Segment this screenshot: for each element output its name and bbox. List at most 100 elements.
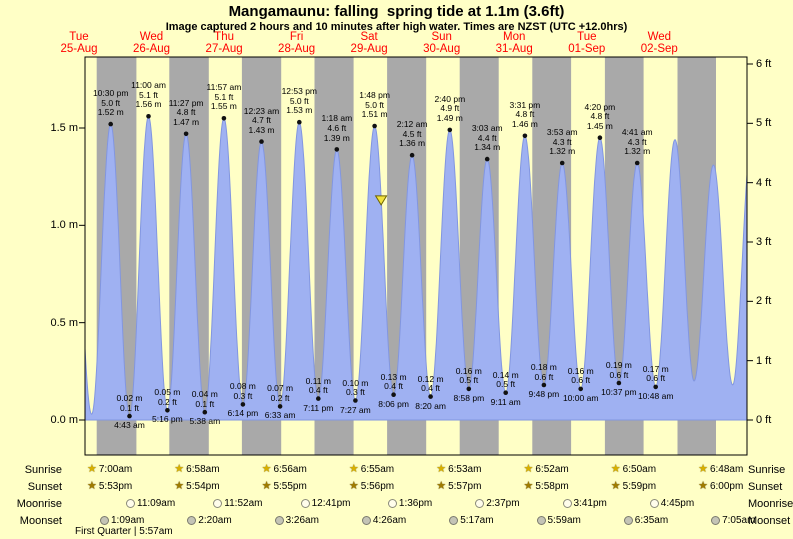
sunrise-row: Sunrise ★ 7:00am ★ 6:58am ★ 6:56am ★ 6:55am ★ 6:5… <box>0 463 793 479</box>
tide-point-dot <box>277 404 283 409</box>
moonset-time: 7:05am <box>722 515 756 526</box>
sunset-time: 5:56pm <box>360 481 395 492</box>
sunrise-star-icon: ★ <box>698 463 708 475</box>
moonrise-row-label-left: Moonrise <box>16 498 62 510</box>
moonrise-time: 3:41pm <box>573 498 607 509</box>
tide-point-dot <box>428 394 433 399</box>
sunrise-star-icon: ★ <box>87 463 97 475</box>
sunset-entry: ★ 5:56pm <box>348 480 395 493</box>
tide-point-dot <box>108 121 113 127</box>
sunrise-row-label-left: Sunrise <box>24 464 62 476</box>
moonrise-moon-icon <box>300 499 310 508</box>
sunset-entry: ★ 5:58pm <box>523 480 569 493</box>
sunrise-entry: ★ 6:56am <box>261 463 307 476</box>
moonset-entry: 6:35am <box>623 515 669 526</box>
tide-point-dot <box>183 131 189 137</box>
moonrise-entry: 4:45pm <box>649 498 694 509</box>
moonset-time: 5:59am <box>547 515 581 526</box>
moonset-entry: 1:09am <box>100 515 144 526</box>
tide-point-dot <box>146 114 151 119</box>
moonrise-time: 11:09am <box>137 498 176 509</box>
sunset-entry: ★ 5:55pm <box>261 480 307 493</box>
sunset-row-label-right: Sunset <box>748 481 783 493</box>
moonset-moon-icon <box>187 516 197 525</box>
moonset-moon-icon <box>449 516 459 525</box>
tide-point-dot <box>484 156 490 162</box>
sunset-time: 5:53pm <box>98 481 133 492</box>
moonset-entry: 2:20am <box>187 515 232 526</box>
sunrise-time: 6:58am <box>186 464 220 475</box>
sunrise-time: 6:55am <box>360 464 395 475</box>
sunset-time: 6:00pm <box>709 481 744 492</box>
sunset-entry: ★ 5:59pm <box>611 481 657 493</box>
sunrise-time: 7:00am <box>98 464 133 475</box>
tide-point-dot <box>240 402 246 407</box>
sunset-entry: ★ 5:53pm <box>87 481 133 493</box>
sunrise-star-icon: ★ <box>174 463 185 475</box>
moonset-entry: 5:59am <box>536 515 581 526</box>
sunrise-star-icon: ★ <box>348 463 359 475</box>
sunset-star-icon: ★ <box>261 480 272 492</box>
tide-point-dot <box>127 413 132 419</box>
sunset-entry: ★ 5:54pm <box>174 481 220 493</box>
sunset-row: Sunset ★ 5:53pm ★ 5:54pm ★ 5:55pm ★ 5:56pm ★ 5:57… <box>0 480 793 496</box>
sunset-row-label-left: Sunset <box>27 481 62 493</box>
tide-point-dot <box>202 409 208 415</box>
sunrise-star-icon: ★ <box>261 463 272 475</box>
tide-point-dot <box>634 160 640 166</box>
sunrise-time: 6:52am <box>535 464 569 475</box>
sunset-star-icon: ★ <box>523 480 534 492</box>
moonrise-moon-icon <box>387 499 397 508</box>
sunset-entry: ★ 6:00pm <box>698 480 744 493</box>
sunrise-star-icon: ★ <box>523 463 534 475</box>
sunrise-time: 6:50am <box>622 464 657 475</box>
sunset-entry: ★ 5:57pm <box>436 480 482 493</box>
moonset-moon-icon <box>361 516 371 525</box>
plot-border <box>84 56 748 456</box>
moonset-row-label-left: Moonset <box>19 515 62 527</box>
moonrise-time: 1:36pm <box>398 498 433 509</box>
sunrise-star-icon: ★ <box>610 463 621 475</box>
sunset-time: 5:59pm <box>622 481 657 492</box>
moonset-time: 1:09am <box>111 515 145 526</box>
tide-point-dot <box>391 392 396 398</box>
sunset-star-icon: ★ <box>436 480 447 492</box>
sunrise-time: 6:48am <box>709 464 744 475</box>
sunrise-entry: ★ 6:50am <box>610 463 657 476</box>
moonset-time: 5:17am <box>460 515 494 526</box>
moonset-time: 4:26am <box>372 515 407 526</box>
moonset-moon-icon <box>623 516 633 525</box>
tide-point-dot <box>259 139 264 144</box>
sunrise-entry: ★ 6:48am <box>698 463 744 476</box>
moonset-moon-icon <box>536 516 546 525</box>
tide-point-dot <box>165 408 170 413</box>
moonset-row: Moonset 1:09am 2:20am 3:26am 4:26am 5:17am 5:… <box>0 514 793 530</box>
moonset-entry: 5:17am <box>449 515 494 526</box>
moonset-time: 6:35am <box>634 515 669 526</box>
tide-point-dot <box>466 386 472 392</box>
sunrise-entry: ★ 6:58am <box>174 463 220 476</box>
sunset-star-icon: ★ <box>348 480 359 492</box>
sunset-time: 5:54pm <box>186 481 220 492</box>
tide-point-dot <box>447 127 453 133</box>
tide-point-dot <box>541 382 547 388</box>
tide-point-dot <box>221 116 227 121</box>
tide-point-dot <box>653 384 658 390</box>
moonset-time: 3:26am <box>285 515 319 526</box>
moonrise-moon-icon <box>475 499 485 508</box>
sunset-star-icon: ★ <box>698 480 708 492</box>
sunset-time: 5:57pm <box>448 481 482 492</box>
sunrise-time: 6:56am <box>273 464 307 475</box>
moonrise-entry: 3:41pm <box>562 498 607 509</box>
moon-phase-note: First Quarter | 5:57am <box>75 526 173 537</box>
sunset-time: 5:58pm <box>535 481 569 492</box>
tide-point-dot <box>316 396 321 401</box>
sunrise-time: 6:53am <box>448 464 482 475</box>
moonrise-entry: 12:41pm <box>300 498 351 509</box>
moonrise-entry: 2:37pm <box>475 498 520 509</box>
tide-point-dot <box>353 398 358 403</box>
tide-point-dot <box>503 390 509 396</box>
moonrise-entry: 1:36pm <box>387 498 433 509</box>
